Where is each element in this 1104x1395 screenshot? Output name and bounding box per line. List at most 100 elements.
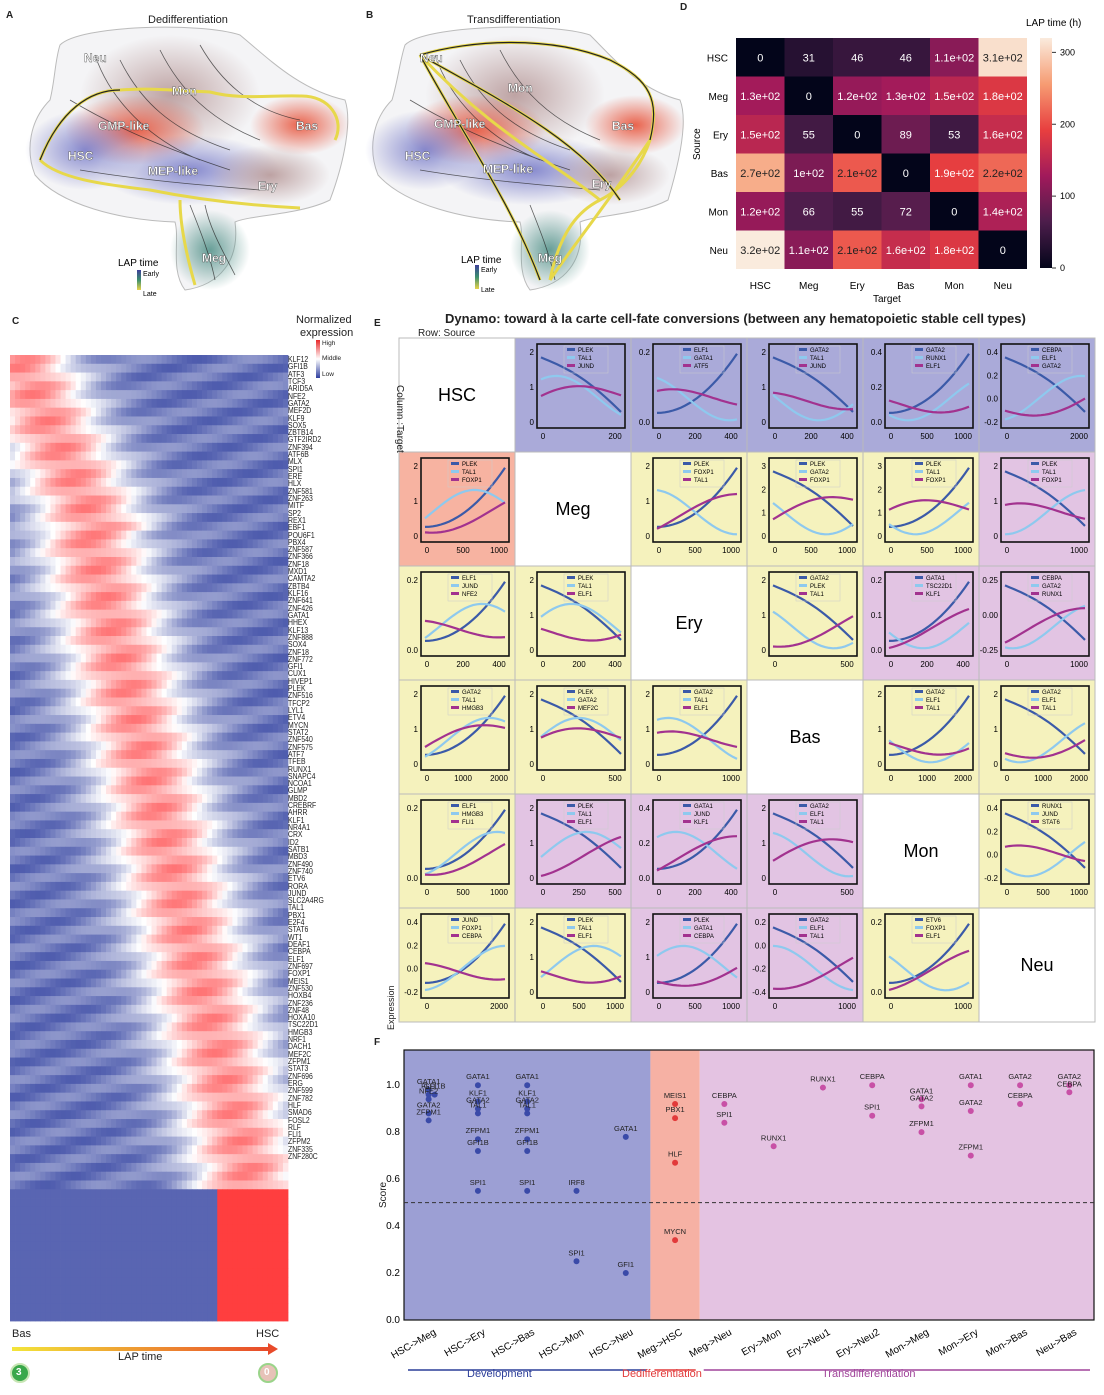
- heatmap-cell: [10, 811, 16, 821]
- heatmap-cell: [247, 925, 254, 935]
- heatmap-cell: [202, 811, 208, 821]
- heatmap-cell: [136, 600, 142, 611]
- heatmap-cell: [237, 952, 243, 962]
- heatmap-cell: [141, 864, 147, 874]
- heatmap-cell: [217, 644, 223, 654]
- heatmap-cell: [35, 802, 41, 813]
- heatmap-cell: [15, 829, 21, 839]
- heatmap-cell: [282, 741, 289, 751]
- heatmap-cell: [237, 1022, 243, 1032]
- heatmap-cell: [65, 1075, 72, 1085]
- heatmap-cell: [217, 688, 223, 698]
- heatmap-cell: [126, 398, 132, 409]
- heatmap-cell: [282, 908, 289, 918]
- heatmap-cell: [237, 758, 243, 769]
- heatmap-cell: [75, 530, 82, 540]
- heatmap-cell: [30, 776, 36, 786]
- heatmap-cell: [247, 1022, 254, 1032]
- heatmap-cell: [202, 592, 208, 602]
- heatmap-cell: [126, 1031, 132, 1041]
- heatmap-cell: [116, 398, 122, 409]
- heatmap-cell: [191, 1039, 198, 1050]
- heatmap-cell: [55, 451, 61, 461]
- heatmap-cell: [247, 442, 254, 452]
- heatmap-cell: [282, 539, 289, 549]
- heatmap-cell: [100, 662, 107, 672]
- heatmap-cell: [141, 952, 147, 962]
- heatmap-cell: [35, 767, 41, 777]
- heatmap-cell: [90, 1022, 97, 1032]
- heatmap-cell: [116, 618, 122, 628]
- heatmap-cell: [141, 574, 147, 584]
- heatmap-cell: [106, 917, 112, 927]
- heatmap-cell: [35, 794, 41, 804]
- heatmap-cell: [136, 583, 142, 593]
- heatmap-cell: [242, 996, 248, 1006]
- heatmap-cell: [85, 644, 92, 654]
- heatmap-cell: [60, 416, 66, 426]
- heatmap-cell: [212, 978, 218, 988]
- heatmap-cell: [197, 917, 203, 927]
- heatmap-cell: [25, 1013, 31, 1023]
- heatmap-cell: [25, 829, 31, 839]
- heatmap-cell: [257, 978, 264, 988]
- heatmap-cell: [181, 767, 188, 777]
- heatmap-cell: [111, 442, 117, 452]
- heatmap-cell: [30, 855, 36, 865]
- heatmap-cell: [237, 785, 243, 795]
- heatmap-cell: [90, 917, 97, 927]
- heatmap-cell: [90, 381, 97, 391]
- heatmap-cell: [191, 741, 198, 751]
- heatmap-cell: [222, 1057, 228, 1067]
- heatmap-cell: [85, 1048, 92, 1058]
- heatmap-cell: [282, 1083, 289, 1094]
- heatmap-cell: [277, 1119, 284, 1129]
- lap-time-heatmap: 0 31 46 46 1.1e+02 3.1e+021.3e+02 0 1.2e+02 1.3e…: [692, 18, 1081, 305]
- heatmap-cell: [176, 460, 183, 470]
- heatmap-cell: [207, 943, 213, 953]
- heatmap-cell: [166, 442, 173, 452]
- heatmap-cell: [10, 477, 16, 488]
- heatmap-cell: [100, 679, 107, 690]
- heatmap-cell: [257, 627, 264, 637]
- heatmap-cell: [227, 1092, 233, 1102]
- heatmap-cell: [217, 627, 223, 637]
- heatmap-cell: [90, 1048, 97, 1058]
- heatmap-cell: [45, 504, 51, 514]
- heatmap-cell: [166, 1022, 173, 1032]
- heatmap-cell: [111, 618, 117, 628]
- heatmap-cell: [277, 495, 284, 505]
- heatmap-cell: [181, 671, 188, 681]
- heatmap-cell: [202, 574, 208, 584]
- heatmap-cell: [75, 574, 82, 584]
- heatmap-cell: [35, 1004, 41, 1015]
- heatmap-cell: [146, 996, 152, 1006]
- heatmap-cell: [80, 627, 87, 637]
- heatmap-cell: [85, 679, 92, 690]
- heatmap-cell: [212, 794, 218, 804]
- heatmap-cell: [50, 820, 56, 830]
- heatmap-cell: [277, 513, 284, 523]
- heatmap-cell: [151, 969, 157, 979]
- heatmap-cell: [106, 987, 112, 997]
- heatmap-cell: [252, 723, 259, 734]
- heatmap-cell: [171, 794, 178, 804]
- heatmap-cell: [202, 1110, 208, 1120]
- heatmap-cell: [95, 592, 102, 602]
- heatmap-cell: [30, 697, 36, 707]
- heatmap-cell: [197, 425, 203, 435]
- heatmap-cell: [70, 873, 77, 883]
- heatmap-cell: [141, 460, 147, 470]
- heatmap-cell: [277, 750, 284, 760]
- heatmap-cell: [55, 1057, 61, 1067]
- heatmap-cell: [106, 1048, 112, 1058]
- heatmap-cell: [141, 556, 147, 567]
- heatmap-cell: [146, 741, 152, 751]
- heatmap-cell: [207, 864, 213, 874]
- heatmap-cell: [100, 960, 107, 971]
- heatmap-cell: [166, 513, 173, 523]
- heatmap-cell: [252, 355, 259, 365]
- heatmap-cell: [80, 416, 87, 426]
- heatmap-cell: [252, 1083, 259, 1094]
- heatmap-cell: [75, 1066, 82, 1076]
